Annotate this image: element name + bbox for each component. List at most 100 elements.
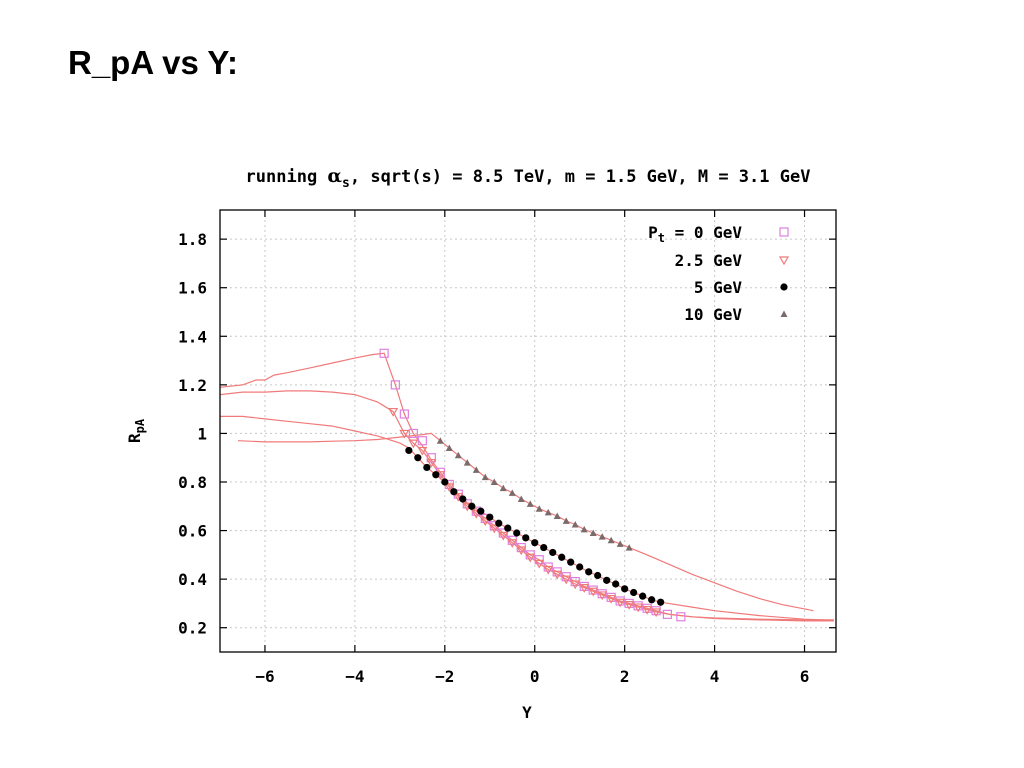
data-point	[606, 592, 616, 602]
data-point	[423, 463, 431, 472]
data-point	[522, 534, 530, 542]
data-point	[630, 588, 638, 597]
y-axis-label: RpA	[125, 418, 147, 443]
data-point	[570, 580, 581, 590]
data-point	[498, 531, 509, 541]
data-point	[432, 471, 440, 479]
data-point	[417, 436, 427, 446]
data-point	[616, 540, 624, 547]
data-point	[579, 581, 589, 592]
data-point	[612, 580, 620, 588]
data-point	[504, 524, 512, 532]
data-point	[508, 489, 516, 496]
data-point	[399, 429, 410, 439]
data-point	[657, 598, 665, 606]
y-tick-label: 0.2	[178, 619, 207, 638]
data-point	[426, 458, 437, 468]
data-point	[388, 407, 399, 417]
legend-label: 2.5 GeV	[675, 251, 743, 270]
data-point	[534, 555, 544, 565]
x-axis-label: Y	[522, 703, 532, 722]
data-point	[543, 565, 554, 575]
data-point	[553, 512, 561, 519]
data-point	[477, 507, 485, 515]
curves	[220, 352, 834, 622]
legend-label: 5 GeV	[694, 278, 743, 297]
data-point	[486, 513, 494, 521]
data-point	[606, 594, 617, 604]
data-point	[642, 605, 653, 615]
data-point	[571, 521, 579, 528]
data-point	[531, 539, 539, 547]
y-tick-label: 0.8	[178, 473, 207, 492]
x-tick-label: −2	[435, 667, 454, 686]
data-point	[676, 612, 686, 622]
data-point	[549, 548, 557, 557]
data-point	[408, 439, 419, 449]
y-tick-label: 0.6	[178, 522, 207, 541]
series-curve-0	[220, 352, 834, 621]
page-title: R_pA vs Y:	[68, 44, 238, 81]
plot-frame	[219, 209, 837, 653]
y-tick-label: 1.2	[178, 376, 207, 395]
data-point	[562, 517, 570, 524]
data-point	[558, 553, 566, 561]
data-point	[379, 348, 389, 358]
data-point	[436, 437, 444, 444]
legend-marker	[779, 227, 789, 237]
data-point	[585, 568, 593, 576]
legend-marker	[780, 283, 788, 291]
grid	[220, 210, 836, 652]
data-point	[540, 543, 548, 552]
data-point	[526, 500, 534, 507]
data-point	[588, 587, 599, 597]
data-point	[567, 558, 575, 566]
data-point	[459, 495, 467, 503]
data-point	[426, 453, 436, 463]
data-point	[625, 544, 633, 551]
series-curve-2	[220, 415, 834, 621]
data-point	[662, 609, 672, 619]
data-point	[639, 592, 647, 600]
data-point	[621, 585, 629, 593]
data-point	[495, 519, 503, 527]
data-point	[589, 529, 597, 536]
data-point	[534, 559, 545, 569]
data-point	[525, 553, 536, 563]
data-point	[472, 466, 480, 473]
data-point	[607, 536, 615, 544]
data-point	[615, 596, 625, 606]
data-point	[624, 601, 635, 610]
data-point	[588, 585, 598, 595]
data-point	[633, 603, 644, 613]
data-point	[552, 570, 563, 580]
legend-marker	[778, 256, 790, 266]
x-tick-label: 2	[620, 667, 630, 686]
data-point	[414, 454, 422, 462]
x-tick-label: 0	[530, 667, 540, 686]
series-curve-1	[220, 390, 834, 622]
data-point	[454, 451, 462, 459]
data-point	[651, 608, 662, 618]
data-point	[445, 444, 453, 451]
data-point	[499, 484, 507, 492]
data-point	[408, 428, 418, 439]
data-points	[379, 348, 686, 622]
data-point	[450, 488, 458, 496]
y-tick-label: 1.6	[178, 279, 207, 298]
data-point	[535, 505, 543, 512]
data-point	[480, 517, 491, 527]
data-point	[417, 446, 428, 456]
data-point	[517, 495, 525, 502]
data-point	[624, 598, 634, 609]
data-point	[603, 576, 611, 584]
data-point	[651, 606, 661, 616]
axis-ticks: −6 −4 −2 0 2 4 6 0.2 0.4 0.6 0.8 1 1.2 1.4 1.6 1.8	[178, 210, 836, 686]
chart-title: running αs, sqrt(s) = 8.5 TeV, m = 1.5 G…	[246, 165, 811, 191]
data-point	[597, 591, 608, 601]
data-point	[561, 575, 572, 585]
data-point	[516, 546, 527, 556]
data-point	[489, 524, 500, 534]
x-tick-label: −6	[255, 667, 274, 686]
